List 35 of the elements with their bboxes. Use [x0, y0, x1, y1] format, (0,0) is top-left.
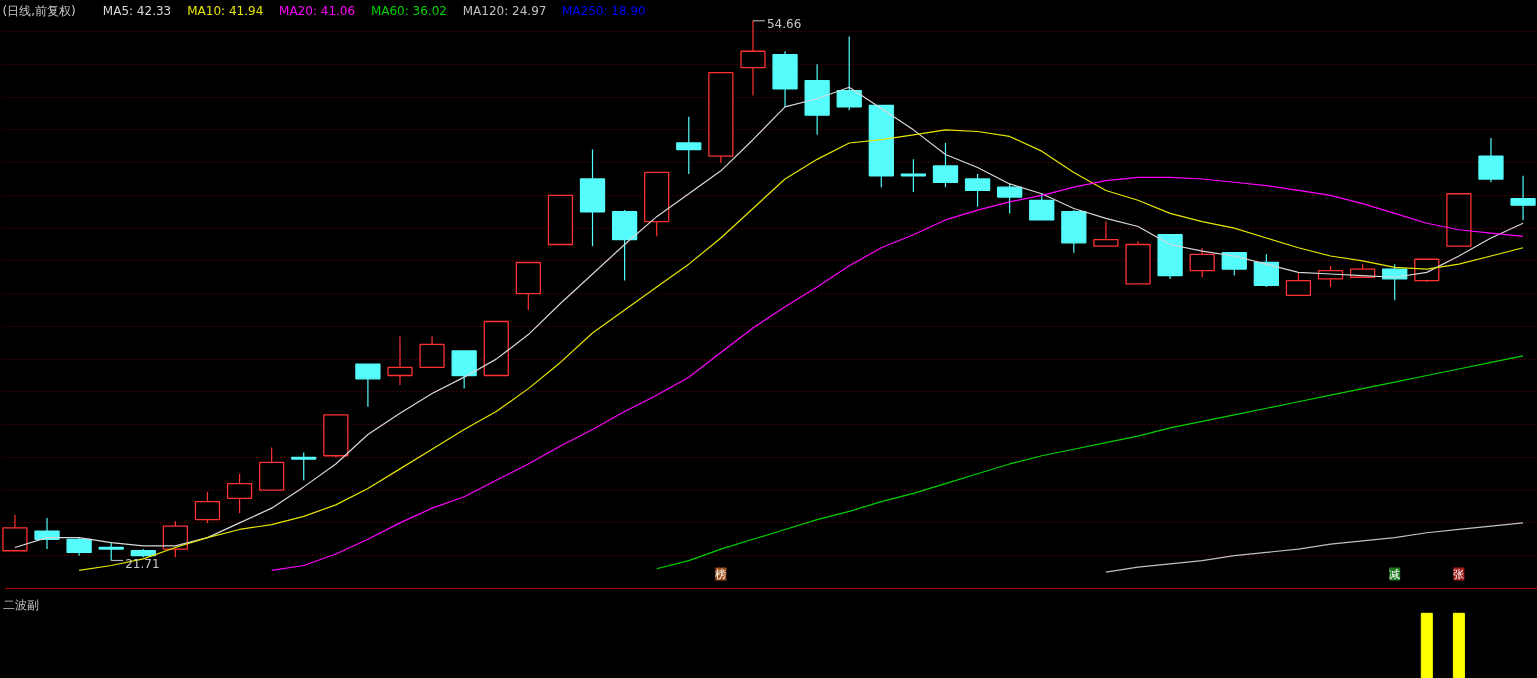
candlestick [355, 363, 381, 408]
candlestick [419, 335, 445, 368]
candlestick [1285, 271, 1312, 296]
text: MA60: 36.02 [370, 3, 447, 18]
legend-label: MA250: 18.90 [562, 3, 646, 18]
candlestick [740, 20, 766, 97]
candlestick [900, 158, 927, 193]
text: MA10: 41.94 [187, 3, 264, 18]
text: MA5: 42.33 [102, 3, 172, 18]
candlestick [1029, 193, 1055, 221]
candlestick [162, 520, 189, 558]
candlestick [1510, 175, 1536, 221]
candlestick [964, 173, 991, 208]
candlestick [194, 491, 221, 524]
candlestick [387, 335, 413, 386]
text: MA120: 24.97 [462, 3, 547, 18]
candlestick [1478, 137, 1504, 183]
annotation: 21.71 [125, 556, 160, 571]
candlestick [997, 183, 1023, 214]
candlestick [676, 116, 702, 175]
annotation: 减 [1389, 567, 1401, 581]
annotation: 54.66 [766, 17, 802, 32]
text: MA20: 41.06 [279, 3, 356, 18]
candlestick [1253, 253, 1280, 288]
candlestick [1093, 220, 1119, 247]
candlestick [932, 142, 959, 188]
candlestick [291, 451, 317, 481]
candlestick [836, 35, 862, 111]
candlestick [226, 473, 253, 514]
chart-title: 二波副 [2, 597, 39, 612]
candlestick [1189, 247, 1215, 278]
annotation: 榜 [715, 567, 727, 581]
annotation: 张 [1453, 567, 1465, 581]
chart-title: (日线,前复权) [2, 3, 76, 18]
candlestick [66, 537, 92, 557]
